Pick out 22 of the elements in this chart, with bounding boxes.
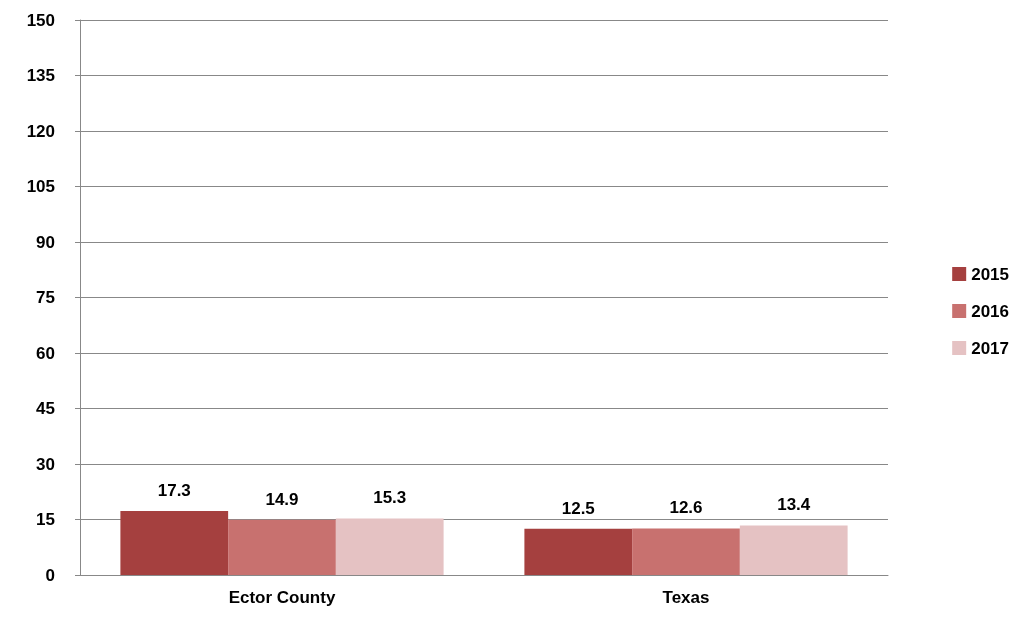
y-tick-label: 120 — [26, 121, 55, 141]
y-tick-label: 135 — [26, 66, 55, 85]
data-label: 14.9 — [265, 489, 299, 509]
legend-label: 2015 — [971, 264, 1010, 284]
legend-label: 2016 — [971, 301, 1010, 321]
data-label: 13.4 — [777, 495, 811, 515]
data-label: 15.3 — [373, 488, 407, 508]
y-tick-label: 105 — [26, 177, 55, 196]
y-tick-label: 0 — [45, 565, 55, 585]
legend-label: 2017 — [971, 338, 1010, 358]
y-tick-label: 45 — [36, 399, 55, 418]
y-tick-label: 60 — [36, 343, 55, 363]
data-label: 12.6 — [669, 498, 703, 518]
y-tick-label: 15 — [36, 510, 55, 529]
data-label: 17.3 — [157, 480, 191, 500]
y-tick-label: 90 — [36, 232, 55, 252]
y-tick-label: 75 — [36, 288, 55, 307]
y-tick-label: 30 — [36, 454, 55, 474]
x-tick-label: Texas — [662, 588, 710, 607]
x-tick-label: Ector County — [228, 588, 336, 607]
y-tick-label: 150 — [26, 10, 55, 30]
data-label: 12.5 — [561, 498, 595, 518]
